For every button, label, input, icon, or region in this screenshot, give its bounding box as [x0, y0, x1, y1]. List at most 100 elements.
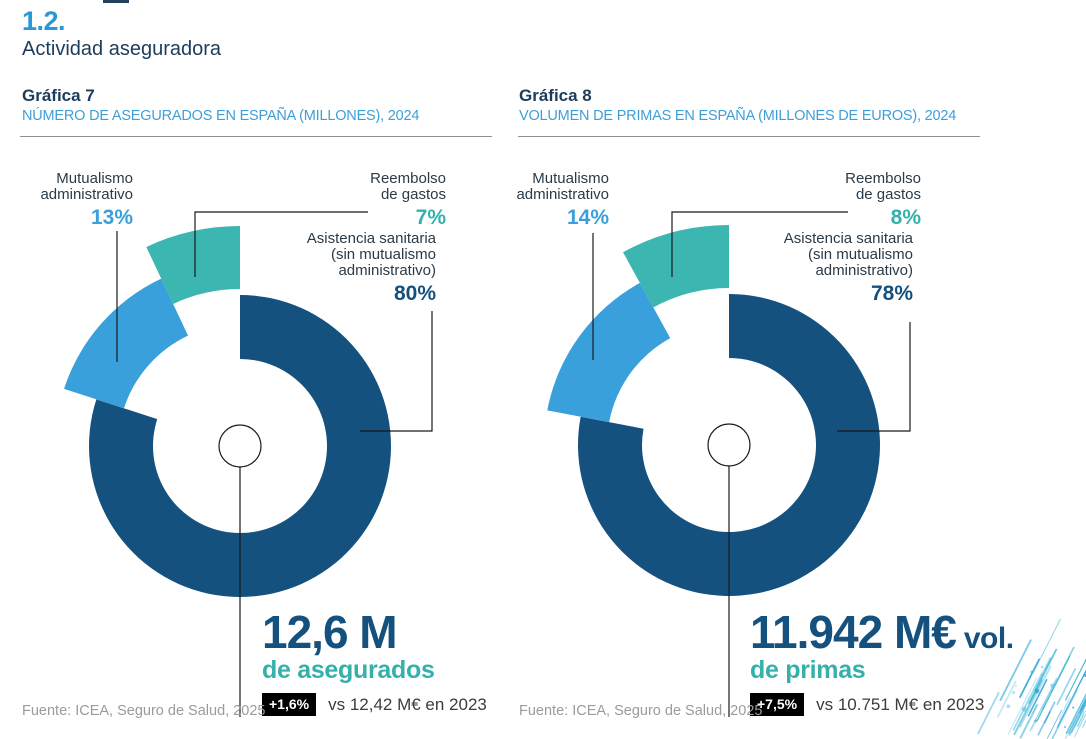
- total-value: 11.942 M€: [750, 606, 957, 658]
- streak-line: [996, 680, 1017, 718]
- streak-line: [1013, 678, 1044, 736]
- streak-line: [999, 639, 1032, 702]
- donut-center-circle: [218, 424, 262, 468]
- label-line: administrativo): [338, 262, 436, 279]
- streak-dot: [1043, 670, 1047, 674]
- grafica8-label-reembolso: Reembolso de gastos 8%: [845, 171, 921, 229]
- delta-note: vs 12,42 M€ en 2023: [328, 694, 487, 714]
- grafica7-subtitle: NÚMERO DE ASEGURADOS EN ESPAÑA (MILLONES…: [22, 108, 420, 124]
- label-line: Asistencia sanitaria: [306, 230, 436, 247]
- label-line: Reembolso: [845, 170, 921, 187]
- label-line: de gastos: [380, 186, 446, 203]
- streak-line: [977, 691, 1000, 735]
- donut-segment-asistencia-sanitaria: [577, 294, 880, 596]
- donut-segment-reembolso-de-gastos: [146, 226, 240, 304]
- grafica8-source: Fuente: ICEA, Seguro de Salud, 2025: [519, 703, 763, 719]
- streak-dot: [1021, 706, 1027, 712]
- label-line: (sin mutualismo: [807, 246, 913, 263]
- grafica8-label-asistencia: Asistencia sanitaria (sin mutualismo adm…: [784, 231, 913, 305]
- streak-line: [1036, 655, 1071, 722]
- streak-line: [1056, 667, 1077, 706]
- label-line: (sin mutualismo: [330, 246, 436, 263]
- decorative-streaks: [977, 618, 1086, 739]
- donut-segment-mutualismo-administrativo: [547, 282, 671, 423]
- streak-dot: [1034, 688, 1040, 694]
- label-line: Mutualismo: [532, 170, 609, 187]
- grafica8-label-mutualismo: Mutualismo administrativo 14%: [516, 171, 609, 229]
- streak-line: [1064, 658, 1086, 701]
- streak-dot: [1030, 670, 1034, 674]
- streak-line: [1078, 698, 1086, 714]
- grafica8-subtitle: VOLUMEN DE PRIMAS EN ESPAÑA (MILLONES DE…: [519, 108, 957, 124]
- percent-value: 7%: [415, 206, 446, 229]
- streak-line: [1051, 689, 1078, 739]
- streak-line: [1018, 665, 1052, 728]
- streak-dot: [1050, 683, 1055, 688]
- percent-value: 78%: [870, 282, 913, 305]
- streak-line: [1019, 712, 1034, 739]
- grafica8-title: Gráfica 8: [519, 86, 592, 105]
- grafica7-source: Fuente: ICEA, Seguro de Salud, 2025: [22, 703, 266, 719]
- label-line: Reembolso: [370, 170, 446, 187]
- streak-line: [1076, 714, 1085, 727]
- streak-line: [1012, 672, 1043, 731]
- label-line: Asistencia sanitaria: [783, 230, 913, 247]
- total-caption: de primas: [750, 656, 866, 684]
- streak-dot: [1014, 684, 1017, 688]
- section-number: 1.2.: [22, 6, 66, 36]
- donut-center-circle: [707, 423, 751, 467]
- callout-line: [194, 211, 368, 277]
- percent-value: 13%: [90, 206, 133, 229]
- grafica7-label-asistencia: Asistencia sanitaria (sin mutualismo adm…: [307, 231, 436, 305]
- streak-line: [1032, 618, 1061, 674]
- donut-segment-mutualismo-administrativo: [64, 278, 189, 409]
- streak-line: [1046, 709, 1063, 739]
- streak-dot: [1034, 719, 1037, 723]
- callout-line: [837, 322, 911, 432]
- streak-line: [1034, 658, 1052, 690]
- label-line: administrativo: [516, 186, 609, 203]
- label-line: administrativo: [40, 186, 133, 203]
- streak-line: [1007, 677, 1038, 735]
- donut-segment-reembolso-de-gastos: [623, 225, 729, 308]
- label-line: Mutualismo: [56, 170, 133, 187]
- grafica7-rule: [20, 136, 492, 137]
- streak-dot: [1080, 710, 1085, 715]
- streak-dot: [1006, 704, 1011, 709]
- streak-dot: [1012, 690, 1016, 695]
- percent-value: 8%: [890, 206, 921, 229]
- grafica8-rule: [518, 136, 980, 137]
- streak-line: [1043, 711, 1051, 724]
- streak-line: [1064, 709, 1081, 739]
- grafica8-summary: 11.942 M€ vol. de primas +7,5% vs 10.751 …: [750, 608, 1014, 716]
- section-title: Actividad aseguradora: [22, 38, 222, 60]
- streak-line: [1018, 658, 1041, 699]
- streak-line: [1058, 708, 1066, 721]
- streak-line: [1070, 702, 1086, 734]
- percent-value: 80%: [393, 282, 436, 305]
- delta-badge: +1,6%: [262, 693, 317, 716]
- grafica7-donut: [64, 226, 392, 597]
- grafica7-title: Gráfica 7: [22, 86, 95, 105]
- streak-dot: [1063, 725, 1067, 729]
- total-value: 12,6 M: [262, 606, 398, 658]
- streak-line: [1063, 696, 1071, 710]
- grafica7-summary: 12,6 M de asegurados +1,6% vs 12,42 M€ e…: [262, 608, 487, 716]
- label-line: de gastos: [855, 186, 921, 203]
- percent-value: 14%: [566, 206, 609, 229]
- donut-segment-asistencia-sanitaria: [89, 295, 392, 597]
- label-line: administrativo): [815, 262, 913, 279]
- grafica7-label-reembolso: Reembolso de gastos 7%: [370, 171, 446, 229]
- streak-line: [1065, 692, 1086, 735]
- total-caption: de asegurados: [262, 656, 435, 684]
- grafica7-label-mutualismo: Mutualismo administrativo 13%: [40, 171, 133, 229]
- streak-line: [1027, 678, 1048, 717]
- streak-dot: [1072, 706, 1075, 709]
- delta-badge: +7,5%: [750, 693, 805, 716]
- top-edge-crop-artifact: [103, 0, 129, 3]
- grafica8-donut: [547, 225, 880, 596]
- callout-line: [360, 311, 433, 432]
- streak-dot: [1041, 666, 1044, 669]
